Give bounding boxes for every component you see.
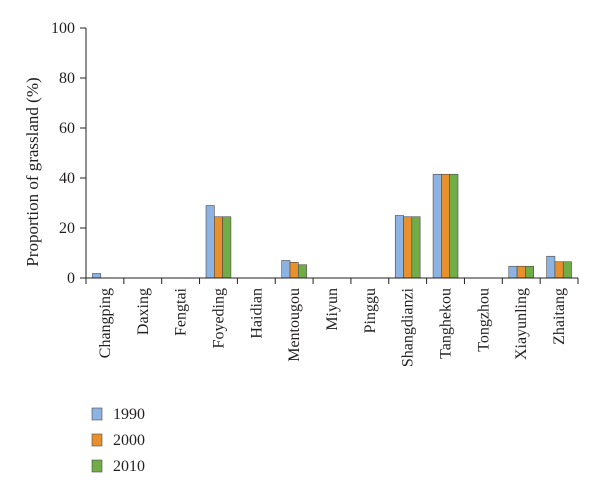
bar-1990-tanghekou xyxy=(432,173,442,279)
bar-2000-foyeding xyxy=(214,216,223,279)
y-tick-label: 20 xyxy=(59,220,75,237)
axes-layer xyxy=(85,28,578,279)
bar-2010-foyeding xyxy=(222,216,232,279)
y-tick-label: 0 xyxy=(67,270,75,287)
legend-swatch xyxy=(91,407,103,421)
bar-2010-zhaitang xyxy=(562,261,572,279)
legend-swatch xyxy=(91,433,103,447)
x-tick-label: Haidian xyxy=(248,288,265,339)
bar-2010-shangdianzi xyxy=(411,216,421,279)
bar-2000-tanghekou xyxy=(441,173,450,279)
bar-2000-shangdianzi xyxy=(403,216,413,279)
bar-1990-xiayunling xyxy=(508,265,518,279)
bar-2000-zhaitang xyxy=(554,261,564,279)
x-tick-label: Tongzhou xyxy=(475,288,492,352)
y-tick-label: 60 xyxy=(59,120,75,137)
bar-2000-mentougou xyxy=(289,261,299,279)
x-tick-label: Fengtai xyxy=(173,287,190,336)
y-axis-label: Proportion of grassland (%) xyxy=(23,77,42,266)
legend-label: 2000 xyxy=(113,432,145,449)
bar-1990-zhaitang xyxy=(546,255,556,279)
x-tick-label: Miyun xyxy=(324,288,341,331)
x-ticks: Changping Daxing Fengtai Foyeding Haidian Men… xyxy=(85,278,579,367)
legend-swatch xyxy=(91,459,103,473)
x-tick-label: Zhaitang xyxy=(551,288,568,345)
x-tick-label: Tanghekou xyxy=(438,288,455,359)
legend-label: 2010 xyxy=(113,458,145,475)
bar-2000-xiayunling xyxy=(516,265,526,279)
bar-2010-xiayunling xyxy=(525,265,534,279)
x-tick-label: Shangdianzi xyxy=(400,287,417,367)
y-ticks: 0 20 40 60 80 100 xyxy=(51,20,86,287)
y-tick-label: 80 xyxy=(59,70,75,87)
x-tick-label: Xiayunling xyxy=(513,288,530,360)
x-tick-label: Mentougou xyxy=(286,288,303,362)
x-tick-label: Daxing xyxy=(135,288,152,335)
x-tick-label: Foyeding xyxy=(210,288,227,348)
bars-layer xyxy=(92,173,572,279)
bar-1990-mentougou xyxy=(281,260,291,279)
y-tick-label: 40 xyxy=(59,170,75,187)
x-tick-label: Changping xyxy=(97,288,114,358)
bar-2010-mentougou xyxy=(298,264,307,279)
legend-label: 1990 xyxy=(113,406,145,423)
x-tick-label: Pinggu xyxy=(362,288,379,333)
legend: 1990 2000 2010 xyxy=(91,406,145,475)
y-tick-label: 100 xyxy=(51,20,75,37)
bar-1990-shangdianzi xyxy=(394,215,404,279)
bar-1990-foyeding xyxy=(205,205,215,279)
bar-2010-tanghekou xyxy=(449,173,459,279)
bar-1990-changping xyxy=(92,273,102,279)
